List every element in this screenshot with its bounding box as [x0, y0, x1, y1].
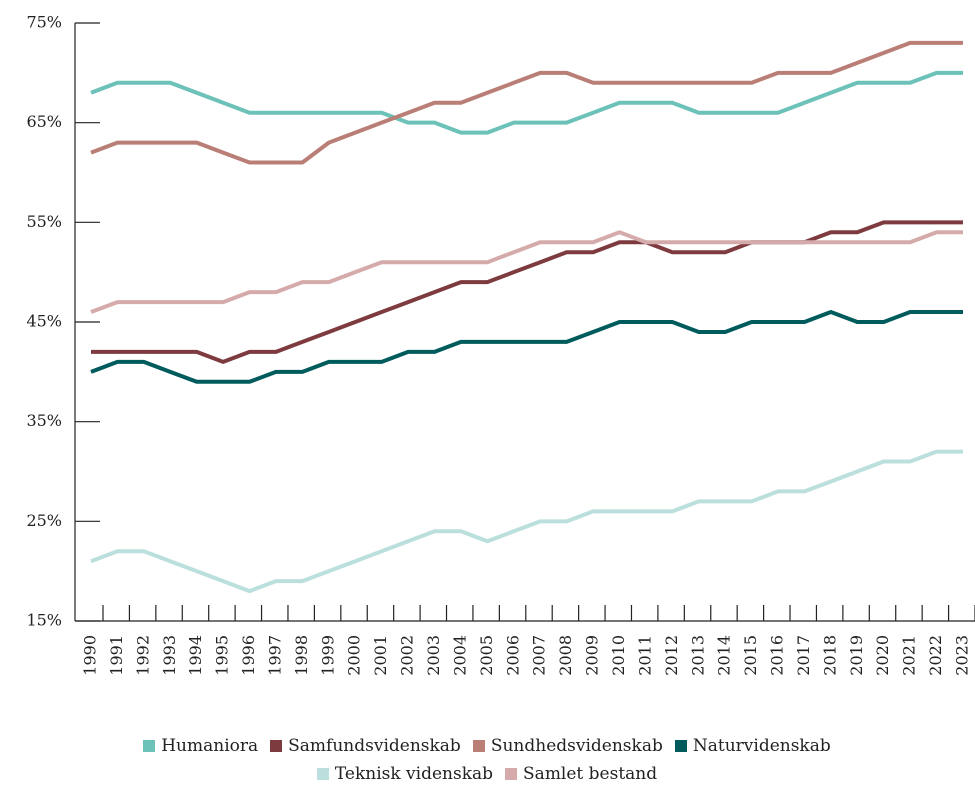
chart: 15% 25% 35% 45% 55% 65% 75% 1990 1991 1992 1993 199…	[26, 13, 975, 676]
x-tick-label: 2014	[715, 635, 734, 676]
x-tick-label: 2006	[503, 635, 522, 676]
legend-item: Humaniora	[143, 736, 258, 756]
legend-label: Humaniora	[161, 736, 259, 756]
legend-label: Samfundsvidenskab	[288, 736, 461, 756]
legend-swatch	[674, 740, 687, 752]
series-line	[91, 220, 963, 364]
legend-swatch	[316, 768, 329, 780]
y-tick-label: 65%	[26, 112, 62, 131]
y-tick-label: 55%	[26, 212, 62, 231]
legend-item: Teknisk videnskab	[316, 764, 494, 784]
x-tick-label: 2022	[926, 635, 945, 676]
legend: Humaniora Samfundsvidenskab Sundhedsvidens…	[87, 736, 887, 784]
x-tick-label: 2013	[688, 635, 707, 676]
x-tick-label: 2011	[635, 635, 654, 676]
x-tick-label: 2017	[794, 635, 813, 676]
x-tick-label: 1993	[160, 635, 179, 676]
y-tick-label: 45%	[26, 312, 62, 331]
legend-item: Sundhedsvidenskab	[472, 736, 663, 756]
x-tick-label: 2003	[424, 635, 443, 676]
x-tick-label: 2015	[741, 635, 760, 676]
legend-item: Naturvidenskab	[674, 736, 831, 756]
x-tick-label: 2000	[345, 635, 364, 676]
x-tick-label: 2016	[768, 635, 787, 676]
x-tick-label: 2002	[398, 635, 417, 676]
legend-item: Samfundsvidenskab	[270, 736, 461, 756]
legend-swatch	[505, 768, 518, 780]
legend-label: Samlet bestand	[523, 764, 658, 784]
legend-label: Sundhedsvidenskab	[490, 736, 663, 756]
x-tick-label: 2020	[873, 635, 892, 676]
y-tick-label: 25%	[26, 511, 62, 530]
x-tick-label: 2004	[450, 635, 469, 676]
x-tick-label: 1990	[81, 635, 100, 676]
x-tick-label: 1995	[213, 635, 232, 676]
x-tick-label: 1991	[107, 635, 126, 676]
legend-label: Teknisk videnskab	[334, 764, 494, 784]
x-tick-label: 1997	[265, 635, 284, 676]
legend-swatch	[270, 740, 283, 752]
series-line	[90, 40, 963, 165]
y-tick-label: 15%	[26, 611, 62, 630]
x-tick-label: 2018	[820, 635, 839, 676]
x-tick-label: 1998	[292, 635, 311, 676]
legend-swatch	[472, 740, 485, 752]
x-tick-label: 2009	[583, 635, 602, 676]
y-tick-label: 75%	[26, 13, 62, 32]
x-tick-label: 2008	[556, 635, 575, 676]
x-tick-label: 1996	[239, 635, 258, 676]
legend-item: Samlet bestand	[505, 764, 657, 784]
x-tick-label: 1992	[133, 635, 152, 676]
series-line	[90, 70, 963, 135]
legend-swatch	[143, 740, 156, 752]
x-tick-label: 2012	[662, 635, 681, 676]
x-tick-label: 2023	[953, 635, 972, 676]
x-tick-label: 2019	[847, 635, 866, 676]
series-line	[90, 449, 963, 594]
y-tick-label: 35%	[26, 411, 62, 430]
x-tick-label: 1999	[318, 635, 337, 676]
series-line	[90, 310, 963, 384]
x-tick-label: 2005	[477, 635, 496, 676]
x-tick-label: 2010	[609, 635, 628, 676]
legend-label: Naturvidenskab	[692, 736, 831, 756]
series-line	[90, 230, 963, 314]
x-tick-label: 2001	[371, 635, 390, 676]
x-tick-label: 2007	[530, 635, 549, 676]
x-tick-label: 2021	[900, 635, 919, 676]
x-tick-label: 1994	[186, 635, 205, 676]
